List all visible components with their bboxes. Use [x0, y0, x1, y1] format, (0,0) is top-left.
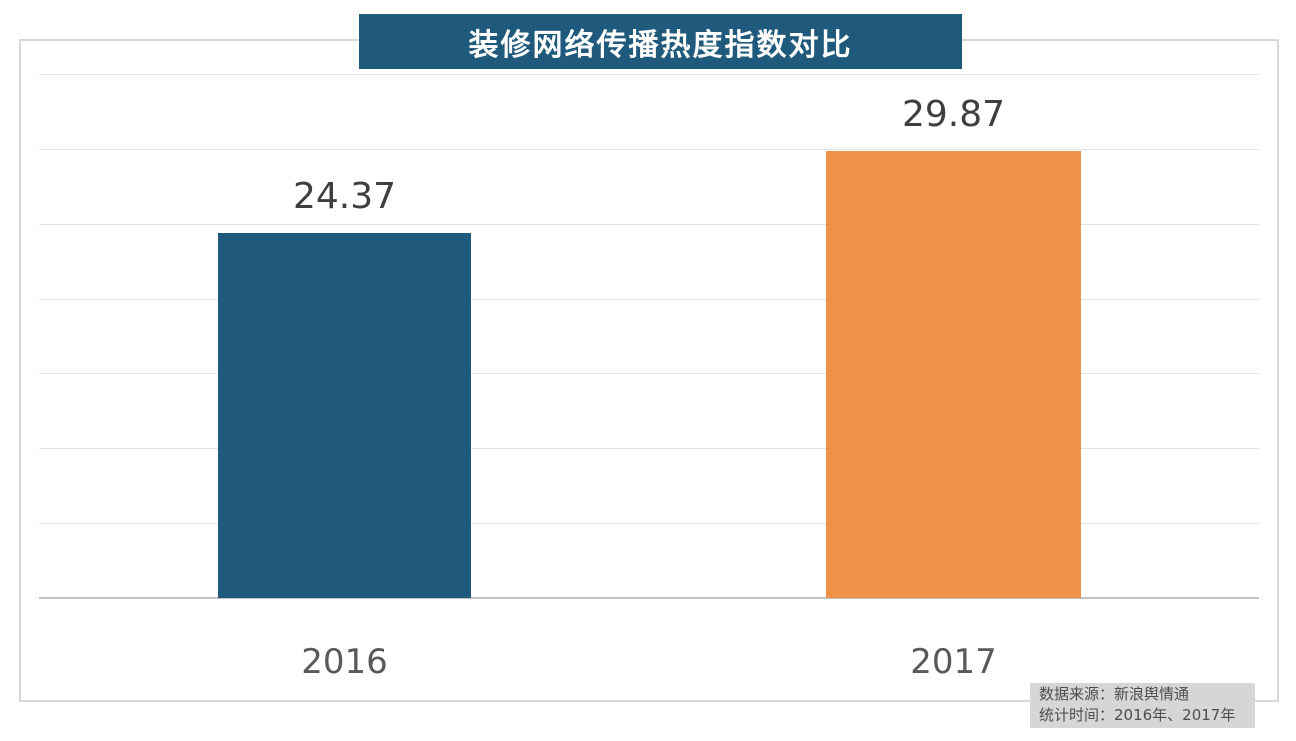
gridline	[39, 523, 1259, 525]
x-axis-label-2017: 2017	[910, 642, 997, 682]
value-label-2017: 29.87	[901, 93, 1006, 135]
source-note-box: 数据来源：新浪舆情通 统计时间：2016年、2017年	[1030, 683, 1255, 728]
bar-group-2016: 24.37 2016	[218, 74, 471, 682]
gridline	[39, 148, 1259, 150]
chart-title-banner: 装修网络传播热度指数对比	[359, 14, 962, 69]
source-note-line1: 数据来源：新浪舆情通	[1039, 685, 1190, 703]
gridline	[39, 74, 1259, 75]
x-axis-label-2016: 2016	[301, 642, 388, 682]
chart-title: 装修网络传播热度指数对比	[468, 27, 853, 63]
plot-area: 24.37 2016 29.87 2017	[39, 74, 1259, 682]
gridline	[39, 298, 1259, 300]
x-axis-line	[39, 597, 1259, 599]
gridline	[39, 373, 1259, 375]
gridline	[39, 223, 1259, 225]
bar-group-2017: 29.87 2017	[826, 74, 1081, 682]
bar-2016	[218, 233, 471, 598]
value-label-2016: 24.37	[292, 176, 397, 218]
source-note-line2: 统计时间：2016年、2017年	[1039, 706, 1236, 724]
bar-2017	[826, 150, 1081, 598]
gridline	[39, 448, 1259, 450]
